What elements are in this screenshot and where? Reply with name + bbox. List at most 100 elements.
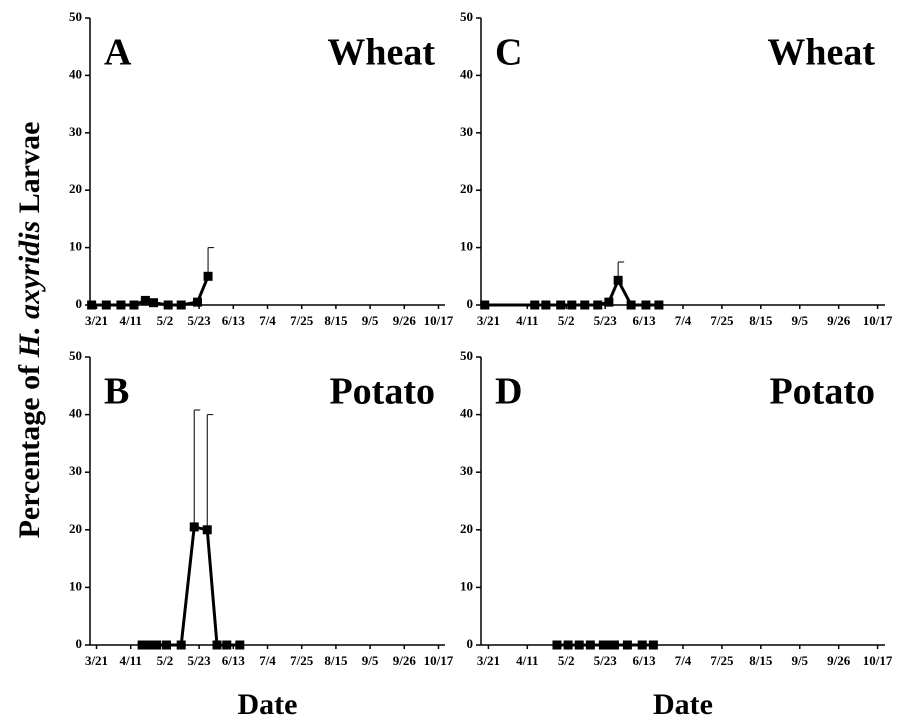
x-tick-label: 9/26 bbox=[393, 653, 417, 668]
x-tick-label: 7/25 bbox=[290, 313, 314, 328]
y-tick-label: 0 bbox=[467, 296, 474, 311]
data-point bbox=[480, 300, 490, 310]
y-tick-label: 20 bbox=[69, 181, 82, 196]
data-point bbox=[101, 300, 111, 310]
data-point bbox=[129, 300, 139, 310]
x-tick-label: 9/26 bbox=[393, 313, 417, 328]
data-point bbox=[176, 640, 186, 650]
data-point bbox=[152, 640, 162, 650]
x-tick-label: 5/23 bbox=[188, 653, 212, 668]
data-point bbox=[580, 300, 590, 310]
x-tick-label: 9/5 bbox=[791, 653, 808, 668]
y-tick-label: 40 bbox=[69, 406, 82, 421]
data-point bbox=[626, 300, 636, 310]
y-tick-label: 0 bbox=[467, 636, 474, 651]
y-tick-label: 50 bbox=[460, 9, 473, 24]
x-tick-label: 8/15 bbox=[324, 653, 348, 668]
x-tick-label: 6/13 bbox=[222, 313, 246, 328]
error-bar bbox=[207, 247, 215, 277]
data-point bbox=[604, 297, 614, 307]
y-tick-label: 30 bbox=[460, 463, 473, 478]
data-point bbox=[585, 640, 595, 650]
y-tick-label: 20 bbox=[69, 521, 82, 536]
data-point bbox=[140, 295, 150, 305]
data-point bbox=[145, 640, 155, 650]
data-point bbox=[212, 640, 222, 650]
y-label-part: Larvae bbox=[13, 122, 46, 214]
y-tick-label: 40 bbox=[460, 406, 473, 421]
x-tick-label: 10/17 bbox=[863, 313, 893, 328]
x-tick-label: 6/13 bbox=[633, 313, 657, 328]
data-point bbox=[609, 640, 619, 650]
data-point bbox=[222, 640, 232, 650]
x-tick-label: 4/11 bbox=[120, 313, 142, 328]
x-tick-label: 5/2 bbox=[558, 313, 575, 328]
x-tick-label: 3/21 bbox=[477, 653, 500, 668]
data-point bbox=[613, 275, 623, 285]
x-tick-label: 8/15 bbox=[324, 313, 348, 328]
x-tick-label: 4/11 bbox=[120, 653, 142, 668]
panel-title: Potato bbox=[769, 371, 875, 413]
x-tick-label: 7/4 bbox=[675, 313, 692, 328]
x-tick-label: 7/25 bbox=[710, 313, 734, 328]
y-tick-label: 30 bbox=[460, 124, 473, 139]
x-axis-label: Date bbox=[238, 688, 298, 721]
data-point bbox=[654, 300, 664, 310]
data-point bbox=[637, 640, 647, 650]
x-tick-label: 7/4 bbox=[259, 313, 276, 328]
y-tick-label: 0 bbox=[76, 296, 83, 311]
error-bar bbox=[193, 409, 201, 527]
x-tick-label: 5/2 bbox=[157, 313, 174, 328]
x-tick-label: 5/23 bbox=[594, 313, 618, 328]
panel-label: D bbox=[495, 371, 522, 413]
y-tick-label: 30 bbox=[69, 463, 82, 478]
x-tick-label: 8/15 bbox=[749, 313, 773, 328]
panel-label: A bbox=[104, 32, 132, 74]
x-tick-label: 7/25 bbox=[710, 653, 734, 668]
data-point bbox=[622, 640, 632, 650]
x-tick-label: 9/5 bbox=[362, 653, 379, 668]
data-point bbox=[116, 300, 126, 310]
x-tick-label: 9/5 bbox=[362, 313, 379, 328]
x-axis-label: Date bbox=[653, 688, 713, 721]
y-tick-label: 10 bbox=[460, 578, 473, 593]
data-point bbox=[149, 298, 159, 308]
y-tick-label: 40 bbox=[460, 66, 473, 81]
y-label-part: H. axyridis bbox=[13, 221, 46, 359]
x-tick-label: 7/4 bbox=[259, 653, 276, 668]
data-point bbox=[192, 297, 202, 307]
y-label-part: Percentage of bbox=[13, 364, 46, 539]
data-line bbox=[142, 525, 240, 647]
panel-title: Potato bbox=[329, 371, 435, 413]
x-tick-label: 5/23 bbox=[594, 653, 618, 668]
x-tick-label: 10/17 bbox=[863, 653, 893, 668]
y-tick-label: 50 bbox=[69, 348, 82, 363]
data-point bbox=[163, 300, 173, 310]
x-tick-label: 3/21 bbox=[85, 653, 108, 668]
data-point bbox=[563, 640, 573, 650]
data-point bbox=[176, 300, 186, 310]
x-tick-label: 8/15 bbox=[749, 653, 773, 668]
data-point bbox=[593, 300, 603, 310]
y-tick-label: 20 bbox=[460, 181, 473, 196]
panel-title: Wheat bbox=[327, 32, 435, 74]
x-tick-label: 3/21 bbox=[477, 313, 500, 328]
data-point bbox=[235, 640, 245, 650]
data-point bbox=[203, 271, 213, 281]
data-point bbox=[567, 300, 577, 310]
data-point bbox=[602, 640, 612, 650]
x-tick-label: 7/25 bbox=[290, 653, 314, 668]
x-tick-label: 3/21 bbox=[85, 313, 108, 328]
x-tick-label: 7/4 bbox=[675, 653, 692, 668]
y-tick-label: 50 bbox=[69, 9, 82, 24]
y-tick-label: 10 bbox=[69, 578, 82, 593]
x-tick-label: 6/13 bbox=[633, 653, 657, 668]
y-tick-label: 10 bbox=[69, 239, 82, 254]
x-tick-label: 9/5 bbox=[791, 313, 808, 328]
x-tick-label: 10/17 bbox=[424, 313, 454, 328]
x-tick-label: 9/26 bbox=[827, 653, 851, 668]
x-tick-label: 5/2 bbox=[558, 653, 575, 668]
panel-title: Wheat bbox=[767, 32, 875, 74]
error-bar bbox=[206, 414, 214, 530]
y-tick-label: 30 bbox=[69, 124, 82, 139]
